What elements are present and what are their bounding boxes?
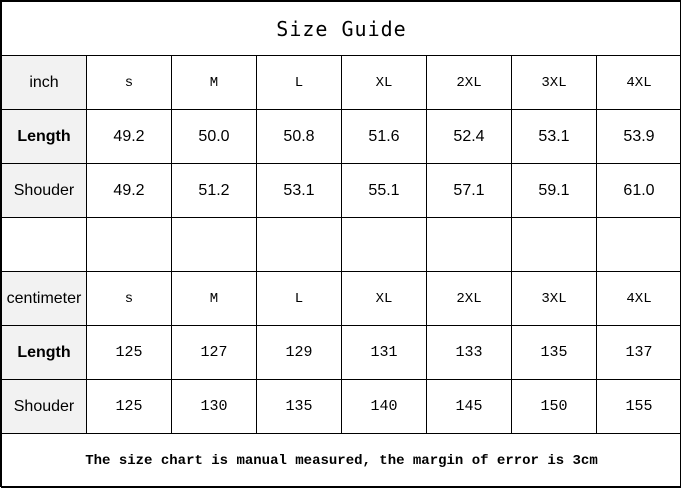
measure-value: 49.2 [87, 164, 172, 218]
size-header: L [257, 56, 342, 110]
empty-cell [512, 218, 597, 272]
size-header: 4XL [597, 56, 681, 110]
measure-label: Length [2, 110, 87, 164]
measure-value: 59.1 [512, 164, 597, 218]
measure-value: 57.1 [427, 164, 512, 218]
size-header: L [257, 272, 342, 326]
measure-value: 53.9 [597, 110, 681, 164]
empty-cell [597, 218, 681, 272]
measure-value: 140 [342, 380, 427, 434]
size-header: 2XL [427, 272, 512, 326]
measure-value: 135 [257, 380, 342, 434]
measure-value: 50.8 [257, 110, 342, 164]
measure-value: 55.1 [342, 164, 427, 218]
measure-value: 50.0 [172, 110, 257, 164]
unit-label: inch [2, 56, 87, 110]
measure-value: 125 [87, 380, 172, 434]
measure-value: 129 [257, 326, 342, 380]
measure-value: 127 [172, 326, 257, 380]
measure-value: 150 [512, 380, 597, 434]
size-header: 4XL [597, 272, 681, 326]
note-row: The size chart is manual measured, the m… [2, 434, 681, 488]
measure-value: 137 [597, 326, 681, 380]
spacer-row [2, 218, 681, 272]
empty-cell [2, 218, 87, 272]
measure-value: 51.2 [172, 164, 257, 218]
empty-cell [172, 218, 257, 272]
size-header: 2XL [427, 56, 512, 110]
measure-label: Shouder [2, 164, 87, 218]
measure-value: 52.4 [427, 110, 512, 164]
measure-label: Shouder [2, 380, 87, 434]
measure-value: 135 [512, 326, 597, 380]
empty-cell [87, 218, 172, 272]
size-header: XL [342, 56, 427, 110]
measure-value: 131 [342, 326, 427, 380]
table-title: Size Guide [2, 2, 681, 56]
size-header: 3XL [512, 56, 597, 110]
size-header: M [172, 272, 257, 326]
measurement-note: The size chart is manual measured, the m… [2, 434, 681, 488]
empty-cell [342, 218, 427, 272]
measure-value: 53.1 [512, 110, 597, 164]
size-header: s [87, 56, 172, 110]
measure-value: 61.0 [597, 164, 681, 218]
size-header: 3XL [512, 272, 597, 326]
measure-label: Length [2, 326, 87, 380]
measure-value: 133 [427, 326, 512, 380]
title-row: Size Guide [2, 2, 681, 56]
measure-value: 145 [427, 380, 512, 434]
size-header: XL [342, 272, 427, 326]
measure-value: 125 [87, 326, 172, 380]
empty-cell [257, 218, 342, 272]
measure-value: 130 [172, 380, 257, 434]
measure-value: 49.2 [87, 110, 172, 164]
unit-label: centimeter [2, 272, 87, 326]
empty-cell [427, 218, 512, 272]
measure-value: 53.1 [257, 164, 342, 218]
measure-value: 51.6 [342, 110, 427, 164]
size-header: M [172, 56, 257, 110]
measure-value: 155 [597, 380, 681, 434]
size-header: s [87, 272, 172, 326]
